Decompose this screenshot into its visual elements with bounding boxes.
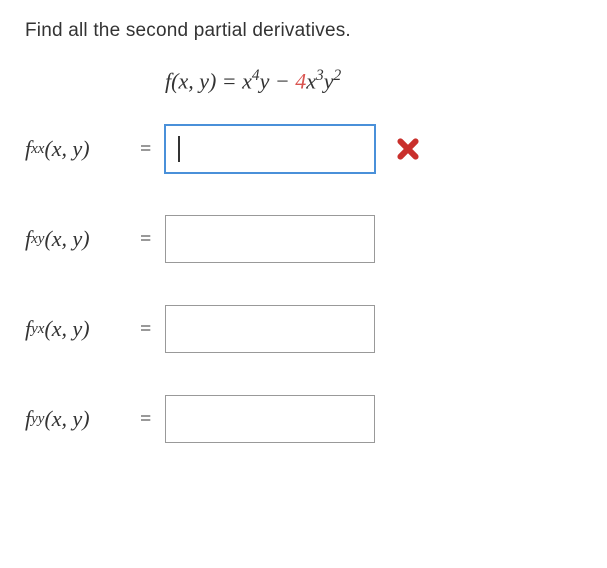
input-fxx[interactable] [165,125,375,173]
row-fxy: fxy(x, y) = [25,214,582,264]
input-fyy[interactable] [165,395,375,443]
equals-fyx: = [140,318,151,341]
term1-exp: 4 [252,67,260,84]
row-fxx: fxx(x, y) = [25,124,582,174]
label-fyy-args: (x, y) [44,406,89,432]
term2-coef: 4 [295,68,306,93]
row-fyx: fyx(x, y) = [25,304,582,354]
label-fxx-sub: xx [31,141,44,158]
label-fyx-sub: yx [31,321,44,338]
equals-fxx: = [140,138,151,161]
minus-sign: − [269,68,295,93]
equals-fxy: = [140,228,151,251]
equals-fyy: = [140,408,151,431]
row-fyy: fyy(x, y) = [25,394,582,444]
func-lhs: f(x, y) = [165,68,242,93]
label-fxy: fxy(x, y) [25,226,140,252]
term2-yexp: 2 [333,67,341,84]
label-fxx-args: (x, y) [44,136,89,162]
label-fyy: fyy(x, y) [25,406,140,432]
label-fxy-sub: xy [31,231,44,248]
term2-x: x [306,68,316,93]
term2-xexp: 3 [316,67,324,84]
label-fyx: fyx(x, y) [25,316,140,342]
input-fyx[interactable] [165,305,375,353]
label-fxx: fxx(x, y) [25,136,140,162]
term1-y: y [260,68,270,93]
label-fxy-args: (x, y) [44,226,89,252]
cursor-icon [178,136,180,162]
term2-y: y [324,68,334,93]
label-fyy-sub: yy [31,411,44,428]
function-definition: f(x, y) = x4y − 4x3y2 [165,67,582,94]
term1-x: x [242,68,252,93]
prompt-text: Find all the second partial derivatives. [25,20,582,42]
incorrect-icon [395,136,421,162]
input-fxy[interactable] [165,215,375,263]
label-fyx-args: (x, y) [44,316,89,342]
